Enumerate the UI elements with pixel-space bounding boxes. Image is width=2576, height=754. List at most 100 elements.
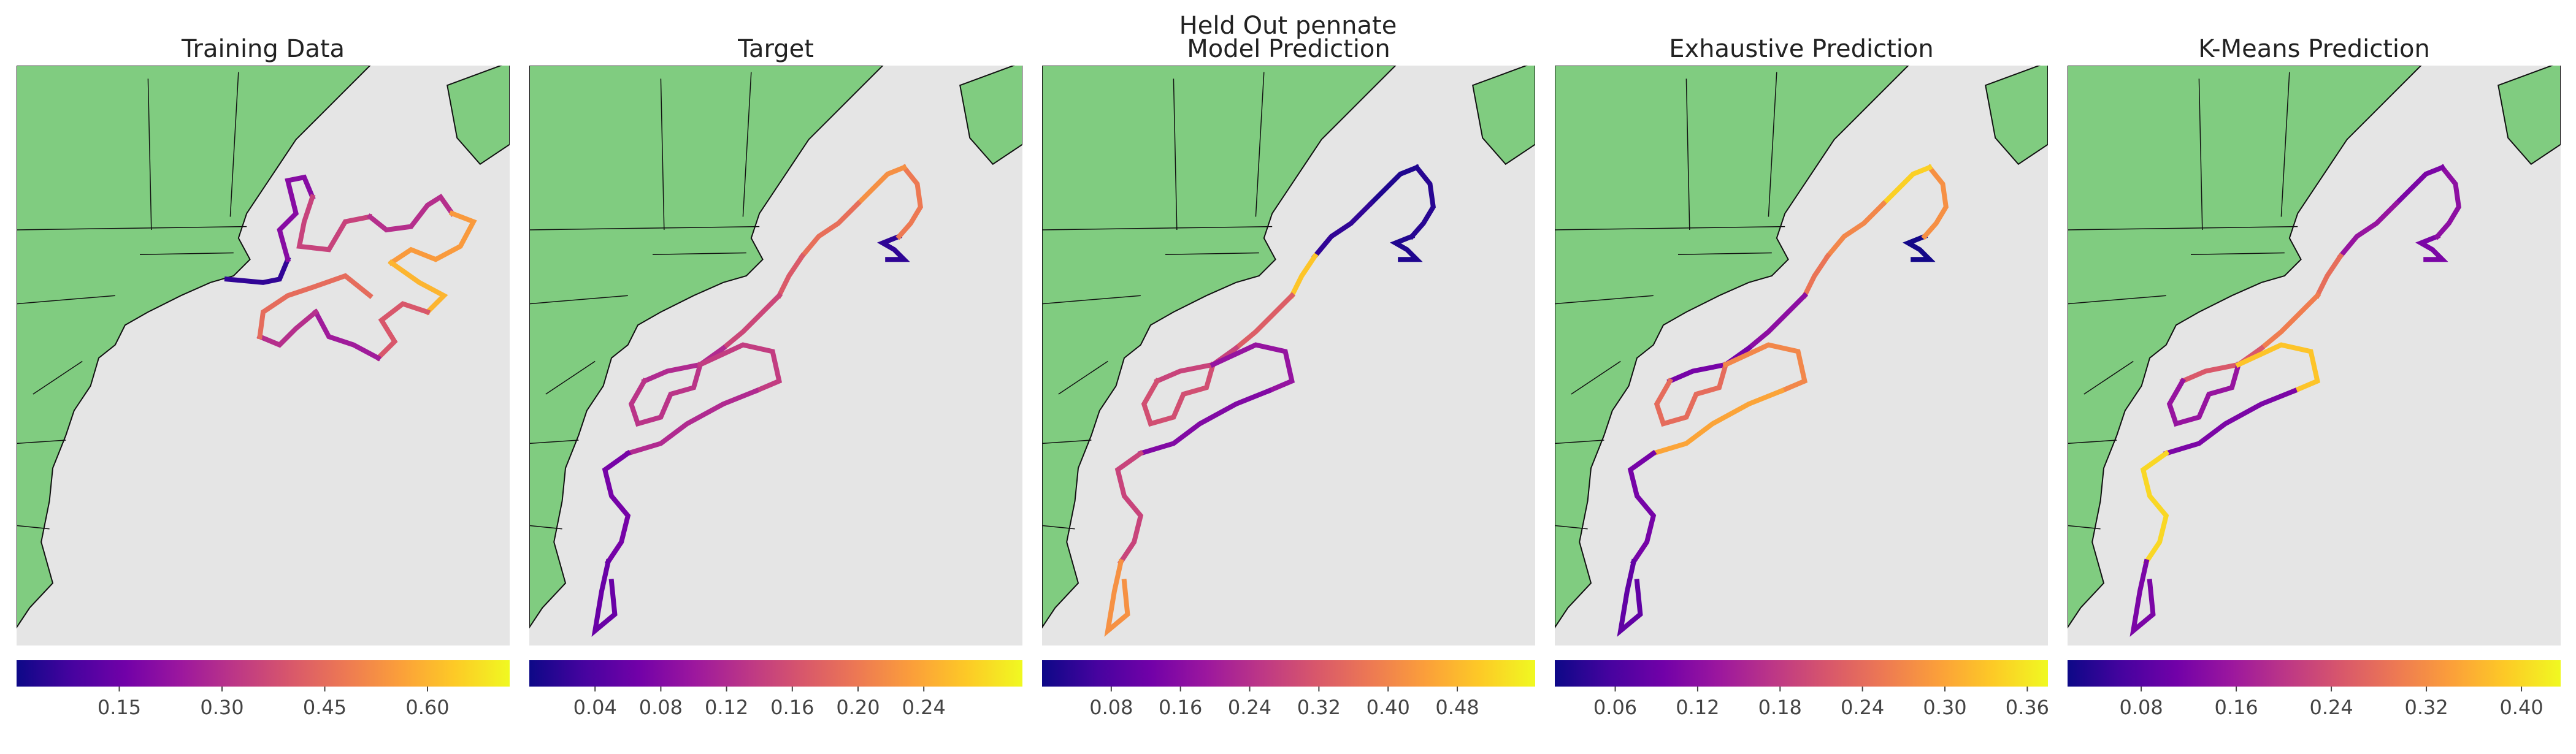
colorbar-tick-label: 0.16 — [770, 696, 814, 719]
colorbar-tick-label: 0.16 — [2214, 696, 2258, 719]
colorbar — [1555, 660, 2048, 687]
track-segment — [1390, 233, 1423, 262]
panel-title: K-Means Prediction — [2198, 35, 2430, 63]
state-border — [1555, 226, 1785, 230]
track-segment — [1745, 292, 1809, 352]
track-segment — [1209, 342, 1295, 394]
track-segment — [1880, 164, 1933, 207]
track-segment — [1650, 387, 1785, 457]
colorbar-tick-label: 0.32 — [2404, 696, 2448, 719]
track-segment — [1311, 200, 1374, 260]
track-segment — [776, 253, 806, 299]
colorbar — [1042, 660, 1535, 687]
colorbar-tick-label: 0.08 — [1089, 696, 1133, 719]
track-segment — [2415, 233, 2448, 262]
track-segment — [1141, 361, 1216, 427]
track-segment — [2129, 558, 2156, 637]
colorbar-tick-label: 0.32 — [1297, 696, 1341, 719]
track-segment — [854, 164, 908, 207]
track-segment — [697, 342, 783, 394]
track-segment — [877, 233, 910, 262]
panel: Target 0.04 0.08 0.12 0.16 0.20 0.24 — [529, 35, 1022, 719]
land — [959, 66, 1022, 166]
state-border — [652, 252, 746, 255]
state-border — [545, 360, 596, 395]
state-border — [2068, 295, 2166, 305]
track-segment — [1666, 345, 1752, 384]
state-border — [2198, 78, 2203, 230]
track-segment — [799, 200, 862, 260]
state-border — [529, 226, 760, 230]
colorbar — [2068, 660, 2561, 687]
panel-title: Model Prediction — [1187, 35, 1390, 63]
state-border — [2083, 360, 2134, 395]
colorbar-tick-label: 0.06 — [1593, 696, 1637, 719]
colorbar-tick-label: 0.40 — [2499, 696, 2543, 719]
colorbar — [529, 660, 1022, 687]
track-segment — [628, 361, 703, 427]
colorbar-tick-label: 0.48 — [1435, 696, 1479, 719]
state-border — [529, 525, 562, 530]
state-border — [147, 78, 152, 230]
track-segment — [1154, 345, 1240, 384]
state-border — [1042, 440, 1092, 444]
colorbar-tick-label: 0.12 — [1676, 696, 1719, 719]
track-segment — [2235, 342, 2321, 394]
track-segment — [2140, 449, 2170, 565]
track-segment — [2258, 292, 2321, 352]
track-segment — [2166, 361, 2242, 427]
map — [17, 66, 510, 645]
colorbar-tick-label: 0.30 — [200, 696, 243, 719]
track-segment — [277, 174, 316, 263]
state-border — [1677, 252, 1772, 255]
colorbar-tick-label: 0.24 — [902, 696, 946, 719]
colorbar-tick-label: 0.08 — [639, 696, 683, 719]
state-border — [17, 525, 50, 530]
state-border — [1173, 78, 1178, 230]
panel: Model Prediction 0.08 0.16 0.24 0.32 0.40 0.48 — [1042, 35, 1535, 719]
colorbar-tick-label: 0.15 — [98, 696, 141, 719]
state-border — [2280, 72, 2290, 217]
colorbar-tick-label: 0.30 — [1923, 696, 1966, 719]
colorbar-tick-label: 0.60 — [405, 696, 449, 719]
state-border — [1571, 360, 1621, 395]
track-segment — [374, 301, 431, 362]
colorbar-tick-label: 0.45 — [303, 696, 347, 719]
state-border — [2068, 440, 2117, 444]
panel-title: Target — [737, 35, 814, 63]
state-border — [1255, 72, 1265, 217]
state-border — [17, 226, 247, 230]
track-segment — [1232, 292, 1296, 352]
state-border — [17, 295, 115, 305]
track-segment — [591, 558, 618, 637]
track-segment — [1801, 253, 1831, 299]
track-segment — [2434, 164, 2461, 240]
panel-title: Training Data — [181, 35, 345, 63]
track-segment — [1367, 164, 1420, 207]
state-border — [529, 295, 628, 305]
colorbar — [17, 660, 510, 687]
state-border — [529, 440, 579, 444]
land — [1472, 66, 1535, 166]
colorbar-tick-label: 0.16 — [1159, 696, 1202, 719]
state-border — [1042, 295, 1141, 305]
state-border — [1555, 525, 1588, 530]
state-border — [1768, 72, 1777, 217]
state-border — [660, 78, 665, 230]
colorbar-tick-label: 0.36 — [2006, 696, 2049, 719]
figure-title: Held Out pennate — [1179, 12, 1397, 40]
track-segment — [1289, 253, 1319, 299]
track-segment — [256, 308, 320, 348]
track-segment — [1722, 342, 1808, 394]
track-segment — [641, 345, 727, 384]
track-segment — [1137, 387, 1273, 457]
map — [2068, 66, 2561, 645]
state-border — [2190, 252, 2285, 255]
track-segment — [224, 256, 291, 285]
track-segment — [1408, 164, 1436, 240]
colorbar-tick-label: 0.24 — [2309, 696, 2353, 719]
track-segment — [602, 449, 632, 565]
panel: Training Data 0.15 0.30 0.45 0.60 — [17, 35, 510, 719]
